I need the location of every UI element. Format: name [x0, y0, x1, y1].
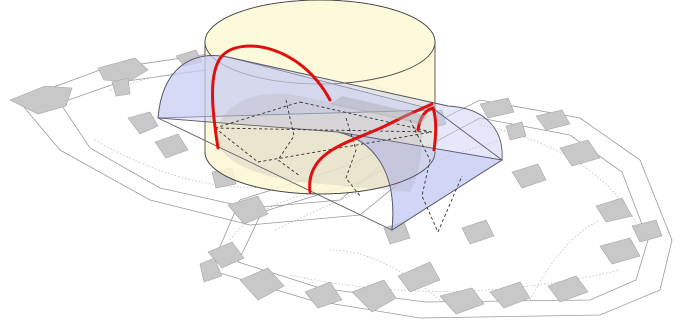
floor-pier-shape: [97, 57, 149, 83]
vault-crown-strip: [330, 96, 428, 124]
construction-line: [257, 131, 433, 163]
floor-pier-shape: [461, 219, 495, 245]
floor-guide-arc: [229, 189, 331, 241]
intersection-curve-front-arch: [308, 102, 434, 194]
floor-pier-shape: [631, 219, 663, 243]
floor-pier-shape: [127, 111, 159, 135]
floor-pier-shape: [227, 195, 269, 225]
floor-pier-shape: [439, 287, 485, 315]
right-ring-outer-outline: [209, 99, 673, 319]
construction-line: [214, 101, 301, 129]
floor-pier-shape: [199, 257, 223, 283]
cylinder-front-rim: [204, 151, 436, 195]
floor-pier-shape: [351, 279, 397, 313]
floor-pier-shape: [547, 275, 589, 303]
construction-lines: [214, 99, 463, 234]
floor-pier-shape: [304, 281, 343, 309]
construction-line: [214, 127, 259, 163]
floor-pier-shape: [111, 77, 131, 97]
floor-pier-shape: [599, 237, 641, 265]
floor-pier-shape: [207, 241, 245, 269]
floor-pier-shape: [511, 163, 547, 189]
construction-line: [299, 101, 433, 133]
intersection-curve-left-arch: [211, 44, 332, 150]
construction-zigzag: [277, 99, 301, 177]
vault-crown-edge: [231, 57, 449, 107]
floor-pier-shape: [397, 261, 441, 293]
intersection-curves: [211, 44, 438, 194]
floor-pier-shape: [559, 139, 601, 167]
vault-base-edge: [157, 117, 393, 231]
floor-pier-shape: [154, 133, 189, 159]
vault-near-end: [337, 131, 504, 231]
floor-pier-shape: [505, 121, 527, 141]
construction-zigzag: [409, 119, 463, 234]
floor-pier-shape: [479, 97, 515, 119]
floor-pier-shape: [9, 85, 73, 115]
construction-zigzag: [345, 117, 361, 197]
floor-pier-shape: [595, 197, 633, 223]
floor-pier-shape: [535, 109, 571, 131]
floor-pier-shape: [489, 281, 531, 309]
vault-base-edge: [434, 109, 503, 161]
intersection-curve-right-end: [416, 106, 438, 152]
barrel-vault: [157, 55, 504, 231]
floor-pier-shape: [239, 267, 285, 301]
floor-guide-arc: [529, 219, 601, 301]
